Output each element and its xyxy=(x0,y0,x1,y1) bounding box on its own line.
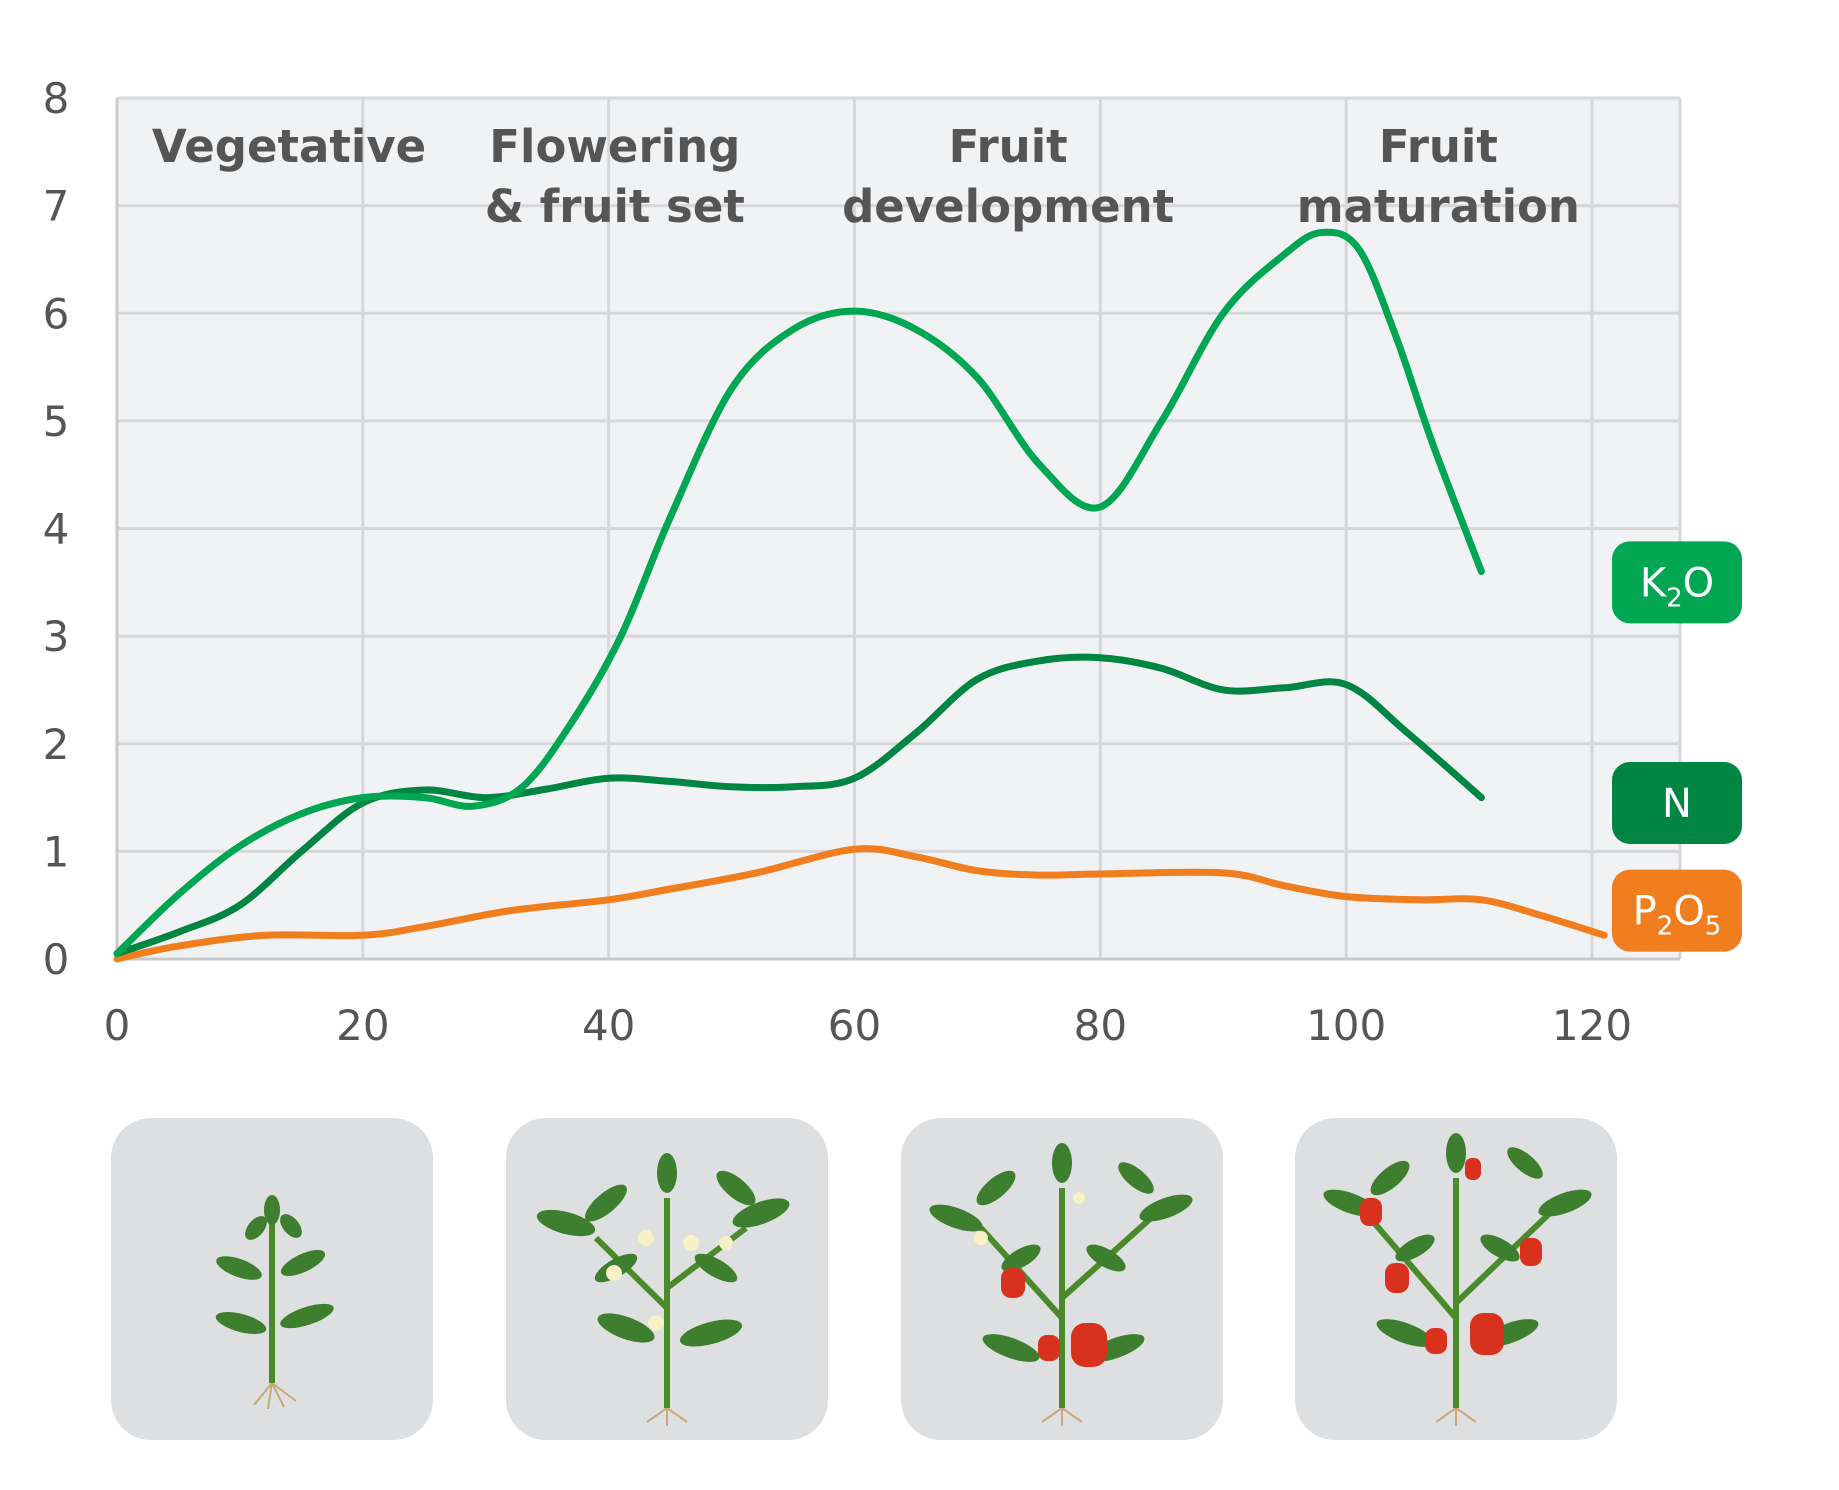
stage-label: & fruit set xyxy=(485,180,745,233)
y-tick-label: 4 xyxy=(43,505,70,554)
y-tick-label: 0 xyxy=(43,935,70,984)
x-tick-label: 60 xyxy=(828,1001,881,1050)
fruit-maturation-plant-panel xyxy=(1295,1118,1617,1440)
fruit-maturation-plant-illustration xyxy=(1323,1133,1592,1426)
y-tick-label: 1 xyxy=(43,827,70,876)
x-tick-label: 0 xyxy=(104,1001,131,1050)
y-tick-label: 2 xyxy=(43,720,70,769)
y-tick-label: 6 xyxy=(43,289,70,338)
fruit-development-plant-panel xyxy=(901,1118,1223,1440)
legend-label: P2O5 xyxy=(1633,889,1722,942)
legend-item-k2o: K2O xyxy=(1612,541,1742,624)
legend-swatch xyxy=(1612,869,1742,952)
legend-swatch xyxy=(1612,541,1742,624)
stage-label: maturation xyxy=(1297,180,1580,233)
x-tick-label: 20 xyxy=(336,1001,389,1050)
legend: K2O N P2O5 xyxy=(1612,541,1742,952)
legend-swatch xyxy=(1612,761,1742,844)
vegetative-plant-illustration xyxy=(215,1195,334,1410)
stage-label: development xyxy=(842,180,1174,233)
x-tick-label: 100 xyxy=(1306,1001,1386,1050)
y-tick-label: 8 xyxy=(43,74,70,123)
series-lines xyxy=(113,228,1608,963)
series-line-p2o5 xyxy=(113,845,1608,963)
fruit-development-plant-illustration xyxy=(929,1143,1193,1426)
legend-label: N xyxy=(1662,781,1692,827)
stage-label: Fruit xyxy=(1379,120,1498,173)
y-tick-label: 3 xyxy=(43,612,70,661)
series-line-k2o xyxy=(113,228,1485,958)
y-tick-label: 7 xyxy=(43,182,70,231)
legend-label: K2O xyxy=(1640,560,1714,613)
stage-label: Fruit xyxy=(949,120,1068,173)
y-tick-labels: 0 1 2 3 4 5 6 7 8 xyxy=(43,74,70,984)
x-tick-labels: 0 20 40 60 80 100 120 xyxy=(104,1001,1632,1050)
stage-label: Flowering xyxy=(489,120,740,173)
x-tick-label: 120 xyxy=(1552,1001,1632,1050)
axes xyxy=(115,98,1680,961)
y-tick-label: 5 xyxy=(43,397,70,446)
x-tick-label: 80 xyxy=(1074,1001,1127,1050)
nutrient-uptake-chart: 0 1 2 3 4 5 6 7 8 0 20 40 60 80 100 120 Vegetative Flow… xyxy=(43,74,1742,1050)
vegetative-plant-panel xyxy=(111,1118,433,1440)
flowering-plant-panel xyxy=(506,1118,828,1440)
stage-label: Vegetative xyxy=(152,120,426,173)
series-line-n xyxy=(113,653,1485,958)
legend-item-n: N xyxy=(1612,761,1742,844)
legend-item-p2o5: P2O5 xyxy=(1612,869,1742,952)
x-tick-label: 40 xyxy=(582,1001,635,1050)
stage-labels: Vegetative Flowering & fruit set Fruit devel… xyxy=(152,120,1580,233)
flowering-plant-illustration xyxy=(536,1153,790,1426)
